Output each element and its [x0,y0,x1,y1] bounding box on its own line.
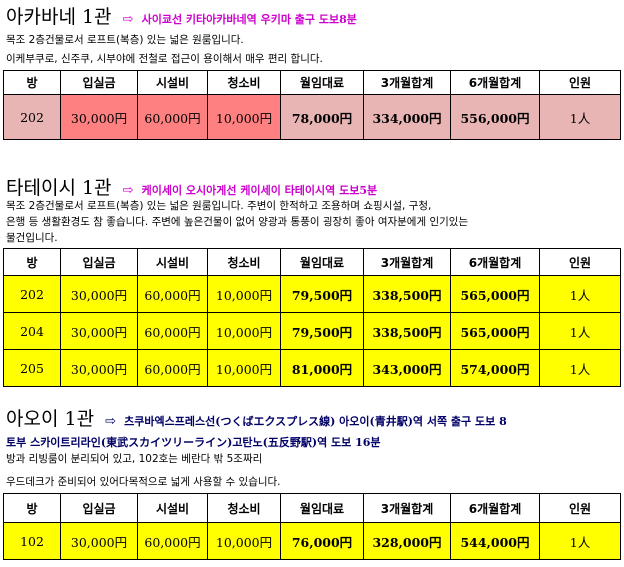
description-line: 물건입니다. [6,232,58,244]
cell-rent: 81,000円 [280,349,364,387]
building-name: 아카바네 1관 [6,6,112,28]
cell-6month: 574,000円 [450,349,540,387]
header-cleaning: 청소비 [207,248,281,276]
table-row: 202 30,000円 60,000円 10,000円 78,000円 334,… [3,94,621,140]
header-room: 방 [3,70,61,95]
cell-facility: 60,000円 [137,275,208,313]
building-description: 방과 리빙룸이 분리되어 있고, 102호는 베란다 밖 5조짜리 우드데크가 … [6,452,616,489]
header-6month: 6개월합계 [450,248,540,276]
cell-room: 102 [3,522,61,560]
cell-deposit: 30,000円 [60,312,138,350]
cell-facility: 60,000円 [137,349,208,387]
header-cleaning: 청소비 [207,70,281,95]
cell-people: 1人 [539,312,621,350]
description-line: 우드데크가 준비되어 있어다목적으로 넓게 사용할 수 있습니다. [6,476,281,488]
cell-people: 1人 [539,349,621,387]
cell-rent: 79,500円 [280,275,364,313]
cell-cleaning: 10,000円 [207,94,281,140]
cell-rent: 76,000円 [280,522,364,560]
cell-deposit: 30,000円 [60,94,138,140]
header-people: 인원 [539,248,621,276]
building-description: 목조 2층건물로서 로프트(복층) 있는 넓은 원룸입니다. 이케부쿠로, 신주… [6,33,616,66]
header-room: 방 [3,248,61,276]
table-header-row: 방 입실금 시설비 청소비 월임대료 3개월합계 6개월합계 인원 [3,248,621,276]
header-people: 인원 [539,493,621,523]
cell-facility: 60,000円 [137,312,208,350]
cell-room: 204 [3,312,61,350]
cell-6month: 565,000円 [450,312,540,350]
cell-cleaning: 10,000円 [207,349,281,387]
cell-people: 1人 [539,275,621,313]
header-rent: 월임대료 [280,493,364,523]
header-3month: 3개월합계 [363,248,451,276]
header-6month: 6개월합계 [450,493,540,523]
description-line: 방과 리빙룸이 분리되어 있고, 102호는 베란다 밖 5조짜리 [6,453,263,465]
header-rent: 월임대료 [280,248,364,276]
arrow-right-icon: ⇨ [122,183,134,198]
section-title-akabane: 아카바네 1관 ⇨ 사이쿄선 키타아카바네역 우키마 출구 도보8분 [6,2,357,29]
building-name: 아오이 1관 [6,408,95,430]
cell-6month: 544,000円 [450,522,540,560]
cell-cleaning: 10,000円 [207,275,281,313]
cell-room: 202 [3,275,61,313]
arrow-right-icon: ⇨ [105,414,117,429]
arrow-right-icon: ⇨ [122,12,134,27]
station-access-note: 사이쿄선 키타아카바네역 우키마 출구 도보8분 [141,13,357,26]
description-line: 목조 2층건물로서 로프트(복층) 있는 넓은 원룸입니다. [6,34,244,46]
cell-3month: 334,000円 [363,94,451,140]
price-table-aoi: 방 입실금 시설비 청소비 월임대료 3개월합계 6개월합계 인원 102 30… [3,493,621,560]
table-row: 102 30,000円 60,000円 10,000円 76,000円 328,… [3,522,621,560]
cell-deposit: 30,000円 [60,275,138,313]
header-6month: 6개월합계 [450,70,540,95]
header-deposit: 입실금 [60,70,138,95]
cell-facility: 60,000円 [137,522,208,560]
cell-rent: 78,000円 [280,94,364,140]
cell-people: 1人 [539,522,621,560]
table-header-row: 방 입실금 시설비 청소비 월임대료 3개월합계 6개월합계 인원 [3,70,621,95]
building-name: 타테이시 1관 [6,177,112,199]
header-cleaning: 청소비 [207,493,281,523]
description-line: 목조 2층건물로서 로프트(복층) 있는 넓은 원룸입니다. 주변이 한적하고 … [6,200,432,212]
cell-room: 202 [3,94,61,140]
cell-deposit: 30,000円 [60,522,138,560]
cell-rent: 79,500円 [280,312,364,350]
table-row: 204 30,000円 60,000円 10,000円 79,500円 338,… [3,312,621,350]
cell-room: 205 [3,349,61,387]
table-header-row: 방 입실금 시설비 청소비 월임대료 3개월합계 6개월합계 인원 [3,493,621,523]
station-access-note-2: 토부 스카이트리라인(東武スカイツリーライン)고탄노(五反野駅)역 도보 16분 [6,436,381,449]
section-title-tateishi: 타테이시 1관 ⇨ 케이세이 오시아게선 케이세이 타테이시역 도보5분 [6,173,377,200]
cell-people: 1人 [539,94,621,140]
price-table-tateishi: 방 입실금 시설비 청소비 월임대료 3개월합계 6개월합계 인원 202 30… [3,248,621,387]
cell-facility: 60,000円 [137,94,208,140]
cell-3month: 328,000円 [363,522,451,560]
cell-3month: 343,000円 [363,349,451,387]
header-deposit: 입실금 [60,248,138,276]
header-people: 인원 [539,70,621,95]
header-3month: 3개월합계 [363,493,451,523]
section-title-aoi: 아오이 1관 ⇨ 츠쿠바엑스프레스선(つくばエクスプレス線) 아오이(青井駅)역… [6,404,507,431]
cell-3month: 338,500円 [363,312,451,350]
header-rent: 월임대료 [280,70,364,95]
cell-cleaning: 10,000円 [207,522,281,560]
cell-6month: 556,000円 [450,94,540,140]
header-3month: 3개월합계 [363,70,451,95]
table-row: 202 30,000円 60,000円 10,000円 79,500円 338,… [3,275,621,313]
header-facility: 시설비 [137,493,208,523]
price-table-akabane: 방 입실금 시설비 청소비 월임대료 3개월합계 6개월합계 인원 202 30… [3,70,621,140]
cell-cleaning: 10,000円 [207,312,281,350]
station-access-note: 츠쿠바엑스프레스선(つくばエクスプレス線) 아오이(青井駅)역 서쪽 출구 도보… [124,415,507,428]
table-row: 205 30,000円 60,000円 10,000円 81,000円 343,… [3,349,621,387]
cell-6month: 565,000円 [450,275,540,313]
header-facility: 시설비 [137,248,208,276]
header-facility: 시설비 [137,70,208,95]
station-access-note: 케이세이 오시아게선 케이세이 타테이시역 도보5분 [141,184,378,197]
header-deposit: 입실금 [60,493,138,523]
description-line: 이케부쿠로, 신주쿠, 시부야에 전철로 접근이 용이해서 매우 편리 합니다. [6,53,323,65]
header-room: 방 [3,493,61,523]
cell-3month: 338,500円 [363,275,451,313]
building-description: 목조 2층건물로서 로프트(복층) 있는 넓은 원룸입니다. 주변이 한적하고 … [6,199,616,245]
description-line: 은행 등 생활환경도 참 좋습니다. 주변에 높은건물이 없어 양광과 통풍이 … [6,216,469,228]
cell-deposit: 30,000円 [60,349,138,387]
